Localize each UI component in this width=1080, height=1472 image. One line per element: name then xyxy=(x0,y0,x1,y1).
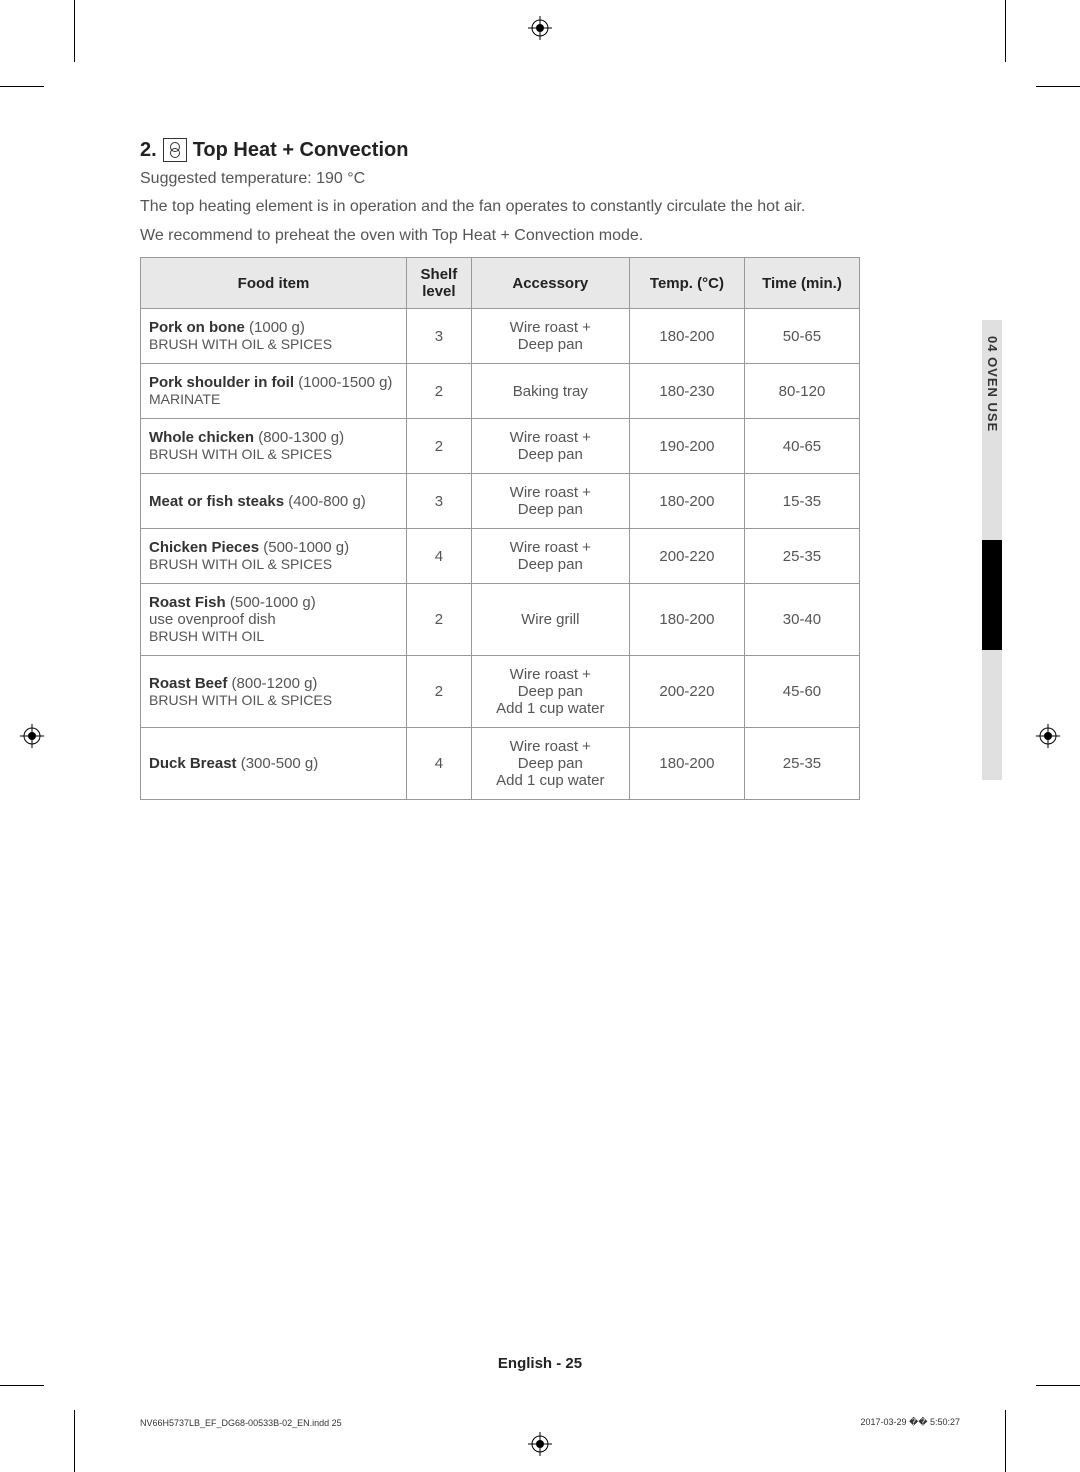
food-cell: Pork shoulder in foil (1000-1500 g)MARIN… xyxy=(141,364,407,419)
food-cell: Roast Beef (800-1200 g)BRUSH WITH OIL & … xyxy=(141,656,407,728)
accessory-cell: Wire roast +Deep panAdd 1 cup water xyxy=(471,728,629,800)
food-cell: Pork on bone (1000 g)BRUSH WITH OIL & SP… xyxy=(141,309,407,364)
time-cell: 25-35 xyxy=(744,728,859,800)
temp-cell: 180-200 xyxy=(629,309,744,364)
table-row: Meat or fish steaks (400-800 g)3Wire roa… xyxy=(141,474,860,529)
accessory-cell: Wire grill xyxy=(471,584,629,656)
header-shelf: Shelf level xyxy=(407,258,472,309)
accessory-cell: Wire roast +Deep pan xyxy=(471,419,629,474)
header-accessory: Accessory xyxy=(471,258,629,309)
crop-mark xyxy=(0,1385,44,1386)
section-description: The top heating element is in operation … xyxy=(140,196,860,218)
accessory-cell: Wire roast +Deep pan xyxy=(471,474,629,529)
shelf-cell: 3 xyxy=(407,474,472,529)
page-footer: English - 25 xyxy=(498,1355,582,1372)
time-cell: 25-35 xyxy=(744,529,859,584)
shelf-cell: 2 xyxy=(407,364,472,419)
shelf-cell: 4 xyxy=(407,529,472,584)
crop-mark xyxy=(1005,1410,1006,1472)
registration-mark-icon xyxy=(1036,724,1060,748)
table-row: Pork on bone (1000 g)BRUSH WITH OIL & SP… xyxy=(141,309,860,364)
accessory-cell: Wire roast +Deep pan xyxy=(471,529,629,584)
table-row: Whole chicken (800-1300 g)BRUSH WITH OIL… xyxy=(141,419,860,474)
food-cell: Chicken Pieces (500-1000 g)BRUSH WITH OI… xyxy=(141,529,407,584)
time-cell: 15-35 xyxy=(744,474,859,529)
temp-cell: 200-220 xyxy=(629,656,744,728)
food-cell: Meat or fish steaks (400-800 g) xyxy=(141,474,407,529)
food-cell: Whole chicken (800-1300 g)BRUSH WITH OIL… xyxy=(141,419,407,474)
crop-mark xyxy=(1036,86,1080,87)
page-content: 2. Top Heat + Convection Suggested tempe… xyxy=(140,138,860,800)
shelf-cell: 2 xyxy=(407,584,472,656)
time-cell: 30-40 xyxy=(744,584,859,656)
header-temp: Temp. (°C) xyxy=(629,258,744,309)
crop-mark xyxy=(74,1410,75,1472)
table-row: Roast Beef (800-1200 g)BRUSH WITH OIL & … xyxy=(141,656,860,728)
time-cell: 45-60 xyxy=(744,656,859,728)
time-cell: 40-65 xyxy=(744,419,859,474)
crop-mark xyxy=(1036,1385,1080,1386)
table-row: Chicken Pieces (500-1000 g)BRUSH WITH OI… xyxy=(141,529,860,584)
section-number: 2. xyxy=(140,139,157,162)
crop-mark xyxy=(74,0,75,62)
section-heading: 2. Top Heat + Convection xyxy=(140,138,860,162)
time-cell: 80-120 xyxy=(744,364,859,419)
time-cell: 50-65 xyxy=(744,309,859,364)
accessory-cell: Wire roast +Deep panAdd 1 cup water xyxy=(471,656,629,728)
registration-mark-icon xyxy=(20,724,44,748)
section-tab-label: 04 OVEN USE xyxy=(983,330,1002,438)
food-cell: Roast Fish (500-1000 g)use ovenproof dis… xyxy=(141,584,407,656)
shelf-cell: 3 xyxy=(407,309,472,364)
print-info-filename: NV66H5737LB_EF_DG68-00533B-02_EN.indd 25 xyxy=(140,1418,342,1428)
temp-cell: 180-200 xyxy=(629,728,744,800)
table-row: Pork shoulder in foil (1000-1500 g)MARIN… xyxy=(141,364,860,419)
registration-mark-icon xyxy=(528,1432,552,1456)
header-time: Time (min.) xyxy=(744,258,859,309)
temp-cell: 180-230 xyxy=(629,364,744,419)
table-row: Duck Breast (300-500 g)4Wire roast +Deep… xyxy=(141,728,860,800)
print-info-timestamp: 2017-03-29 �� 5:50:27 xyxy=(860,1417,960,1428)
accessory-cell: Baking tray xyxy=(471,364,629,419)
crop-mark xyxy=(1005,0,1006,62)
section-title: Top Heat + Convection xyxy=(193,139,409,162)
temp-cell: 180-200 xyxy=(629,584,744,656)
table-header-row: Food item Shelf level Accessory Temp. (°… xyxy=(141,258,860,309)
temp-cell: 200-220 xyxy=(629,529,744,584)
shelf-cell: 2 xyxy=(407,419,472,474)
shelf-cell: 4 xyxy=(407,728,472,800)
temp-cell: 190-200 xyxy=(629,419,744,474)
registration-mark-icon xyxy=(528,16,552,40)
temp-cell: 180-200 xyxy=(629,474,744,529)
shelf-cell: 2 xyxy=(407,656,472,728)
suggested-temperature: Suggested temperature: 190 °C xyxy=(140,168,860,190)
cooking-guide-table: Food item Shelf level Accessory Temp. (°… xyxy=(140,257,860,800)
header-food: Food item xyxy=(141,258,407,309)
table-row: Roast Fish (500-1000 g)use ovenproof dis… xyxy=(141,584,860,656)
food-cell: Duck Breast (300-500 g) xyxy=(141,728,407,800)
top-heat-convection-icon xyxy=(163,138,187,162)
accessory-cell: Wire roast +Deep pan xyxy=(471,309,629,364)
crop-mark xyxy=(0,86,44,87)
preheat-note: We recommend to preheat the oven with To… xyxy=(140,225,860,247)
section-tab-marker xyxy=(982,540,1002,650)
